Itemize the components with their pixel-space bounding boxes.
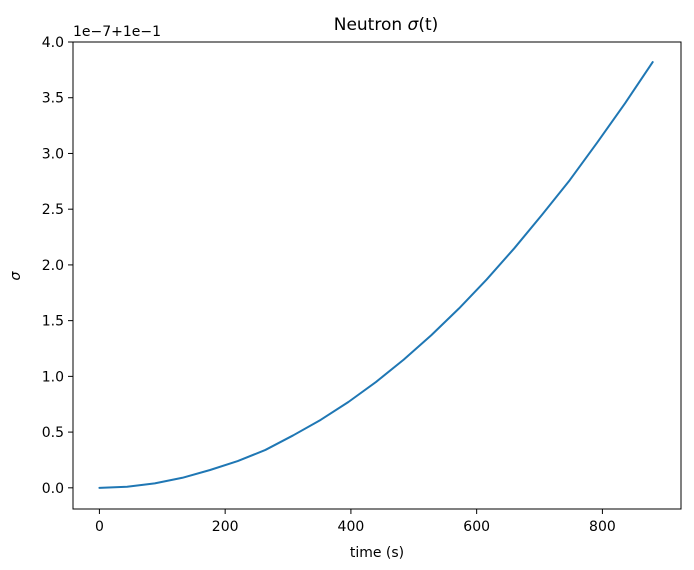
series-layer: [98, 61, 654, 489]
axes-frame: [72, 41, 682, 510]
y-tick-label: 0.5: [42, 425, 64, 441]
x-tick-label: 800: [589, 519, 616, 535]
chart-title: Neutron σ(t): [334, 15, 439, 35]
x-axis-label: time (s): [350, 545, 404, 561]
y-tick-label: 4.0: [42, 35, 64, 51]
y-tick-label: 1.0: [42, 369, 64, 385]
series-line-0: [98, 61, 654, 489]
y-axis-label: σ: [8, 270, 24, 280]
y-tick-label: 3.5: [42, 91, 64, 107]
y-offset-label: 1e−7+1e−1: [73, 24, 161, 40]
y-tick-label: 0.0: [42, 481, 64, 497]
x-tick-label: 600: [463, 519, 490, 535]
x-tick-label: 400: [338, 519, 365, 535]
y-tick-label: 1.5: [42, 314, 64, 330]
x-tick-label: 200: [212, 519, 239, 535]
y-tick-label: 2.5: [42, 202, 64, 218]
y-tick-label: 3.0: [42, 146, 64, 162]
x-tick-label: 0: [95, 519, 104, 535]
x-axis-ticks: 0 200 400 600 800: [95, 509, 616, 535]
y-axis-ticks: 0.0 0.5 1.0 1.5 2.0 2.5 3.0 3.5 4.0: [42, 35, 73, 497]
y-tick-label: 2.0: [42, 258, 64, 274]
